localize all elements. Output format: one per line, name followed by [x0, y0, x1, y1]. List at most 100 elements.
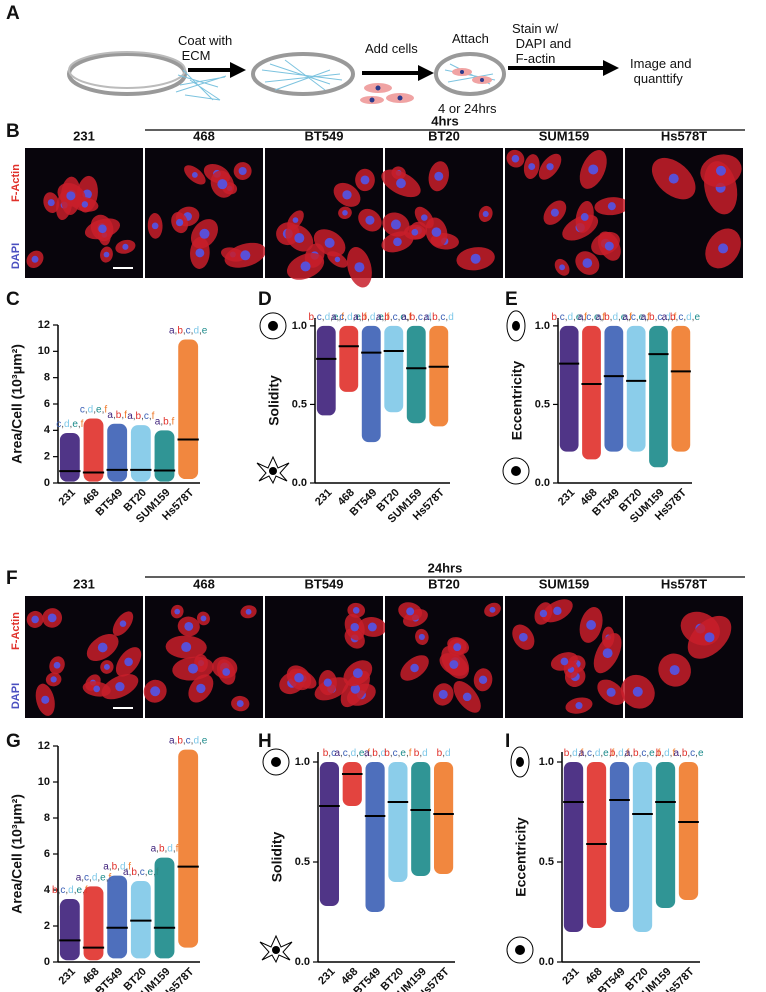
- cell-nucleus: [418, 633, 425, 640]
- y-tick-label: 1.0: [535, 320, 550, 332]
- cell-nucleus: [103, 251, 110, 258]
- y-axis-label: Eccentricity: [509, 361, 525, 441]
- cell-nucleus: [98, 224, 107, 234]
- significance-label: a,c,d,e,f: [334, 748, 370, 759]
- row-title: 4hrs: [431, 113, 458, 128]
- y-tick-label: 8: [44, 372, 50, 384]
- cell-nucleus: [294, 672, 304, 683]
- y-tick-label: 0.5: [539, 856, 554, 868]
- cell-nucleus: [511, 154, 520, 163]
- cell-nucleus: [342, 190, 352, 200]
- shape-icon: [506, 310, 526, 342]
- cell-distribution: [59, 432, 80, 482]
- cell-nucleus: [245, 608, 252, 615]
- cell-distribution: [632, 762, 653, 932]
- cell-nucleus: [411, 228, 419, 236]
- significance-label: a,b,d,e,f: [596, 311, 632, 322]
- cell-distribution: [563, 762, 584, 932]
- cell-distribution: [582, 325, 601, 460]
- cell-nucleus: [360, 175, 370, 185]
- significance-label: a,b,c,e,f: [123, 867, 159, 878]
- x-tick-label: 231: [316, 966, 337, 987]
- cell-nucleus: [478, 675, 488, 684]
- cell-nucleus: [191, 171, 198, 178]
- cell-nucleus: [174, 608, 181, 615]
- panel-label: H: [258, 731, 272, 752]
- cell-nucleus: [150, 686, 161, 697]
- ecm-fibers: [175, 59, 496, 101]
- significance-label: a,b,c,d,e: [662, 311, 701, 322]
- step-text: Coat with ECM: [178, 33, 232, 63]
- cell-nucleus: [553, 606, 562, 616]
- cell-distribution: [406, 325, 426, 424]
- significance-label: b,d: [414, 748, 428, 759]
- x-tick-label: 231: [560, 966, 581, 987]
- cell-nucleus: [390, 219, 401, 230]
- y-tick-label: 2: [44, 920, 50, 932]
- cell-nucleus: [31, 255, 39, 263]
- cell-nucleus: [124, 657, 133, 667]
- y-tick-label: 0.0: [535, 477, 550, 489]
- significance-label: b,c,d,e,f: [551, 311, 587, 322]
- x-tick-label: BT549: [351, 966, 383, 992]
- significance-label: b,d: [437, 748, 451, 759]
- cell-nucleus: [334, 256, 341, 263]
- significance-label: a,b,f: [155, 416, 175, 427]
- y-tick-label: 0.0: [292, 477, 307, 489]
- cell-nucleus: [715, 165, 726, 176]
- column-label: 231: [73, 576, 95, 591]
- cell-nucleus: [669, 665, 680, 676]
- column-label: SUM159: [539, 128, 590, 143]
- cell-nucleus: [704, 632, 715, 643]
- y-tick-label: 0.5: [535, 398, 550, 410]
- significance-label: a,b,f: [107, 409, 127, 420]
- cells: [360, 68, 492, 104]
- column-label: BT20: [428, 128, 460, 143]
- column-label: 468: [193, 576, 215, 591]
- cell-nucleus: [41, 695, 50, 704]
- stain-label: DAPI: [10, 683, 22, 709]
- cell-nucleus: [352, 668, 363, 679]
- panel-label: B: [6, 121, 20, 142]
- x-tick-label: BT549: [94, 487, 126, 519]
- cell-distribution: [429, 325, 449, 427]
- cell-nucleus: [406, 607, 415, 616]
- shape-icon: [515, 945, 525, 955]
- cell-nucleus: [324, 237, 335, 248]
- shape-icon: [259, 934, 293, 964]
- cell-nucleus: [602, 648, 613, 659]
- stain-label: F-Actin: [10, 612, 22, 650]
- cell-distribution: [319, 762, 340, 906]
- cell-nucleus: [188, 663, 199, 674]
- y-tick-label: 6: [44, 398, 50, 410]
- x-tick-label: 231: [57, 966, 78, 987]
- cell-nucleus: [122, 243, 129, 250]
- cell-nucleus: [431, 227, 442, 237]
- significance-label: b,c,d,e,f: [308, 311, 344, 322]
- shape-icon: [268, 320, 278, 331]
- panel-label: A: [6, 3, 20, 24]
- cell-nucleus: [31, 615, 39, 624]
- cell-distribution: [559, 325, 579, 452]
- cell-nucleus: [410, 663, 419, 673]
- step-text: Attach: [452, 31, 489, 46]
- shape-icon: [512, 320, 520, 331]
- panel-label: I: [505, 731, 510, 752]
- column-label: Hs578T: [661, 128, 707, 143]
- significance-label: a,c,e,f: [623, 311, 650, 322]
- significance-label: a,b,c,d: [401, 311, 431, 322]
- significance-label: b,c,e,f: [384, 748, 411, 759]
- y-tick-label: 0.5: [292, 398, 307, 410]
- arrowheads: [230, 60, 619, 81]
- y-axis-label: Eccentricity: [513, 817, 529, 897]
- cell-nucleus: [294, 233, 305, 244]
- cell-nucleus: [421, 214, 428, 221]
- cell-nucleus: [97, 642, 108, 653]
- column-label: BT20: [428, 576, 460, 591]
- cell-nucleus: [181, 642, 192, 653]
- column-label: SUM159: [539, 576, 590, 591]
- cell-nucleus: [449, 660, 459, 669]
- panel-label: F: [6, 568, 18, 589]
- cell-nucleus: [582, 258, 593, 268]
